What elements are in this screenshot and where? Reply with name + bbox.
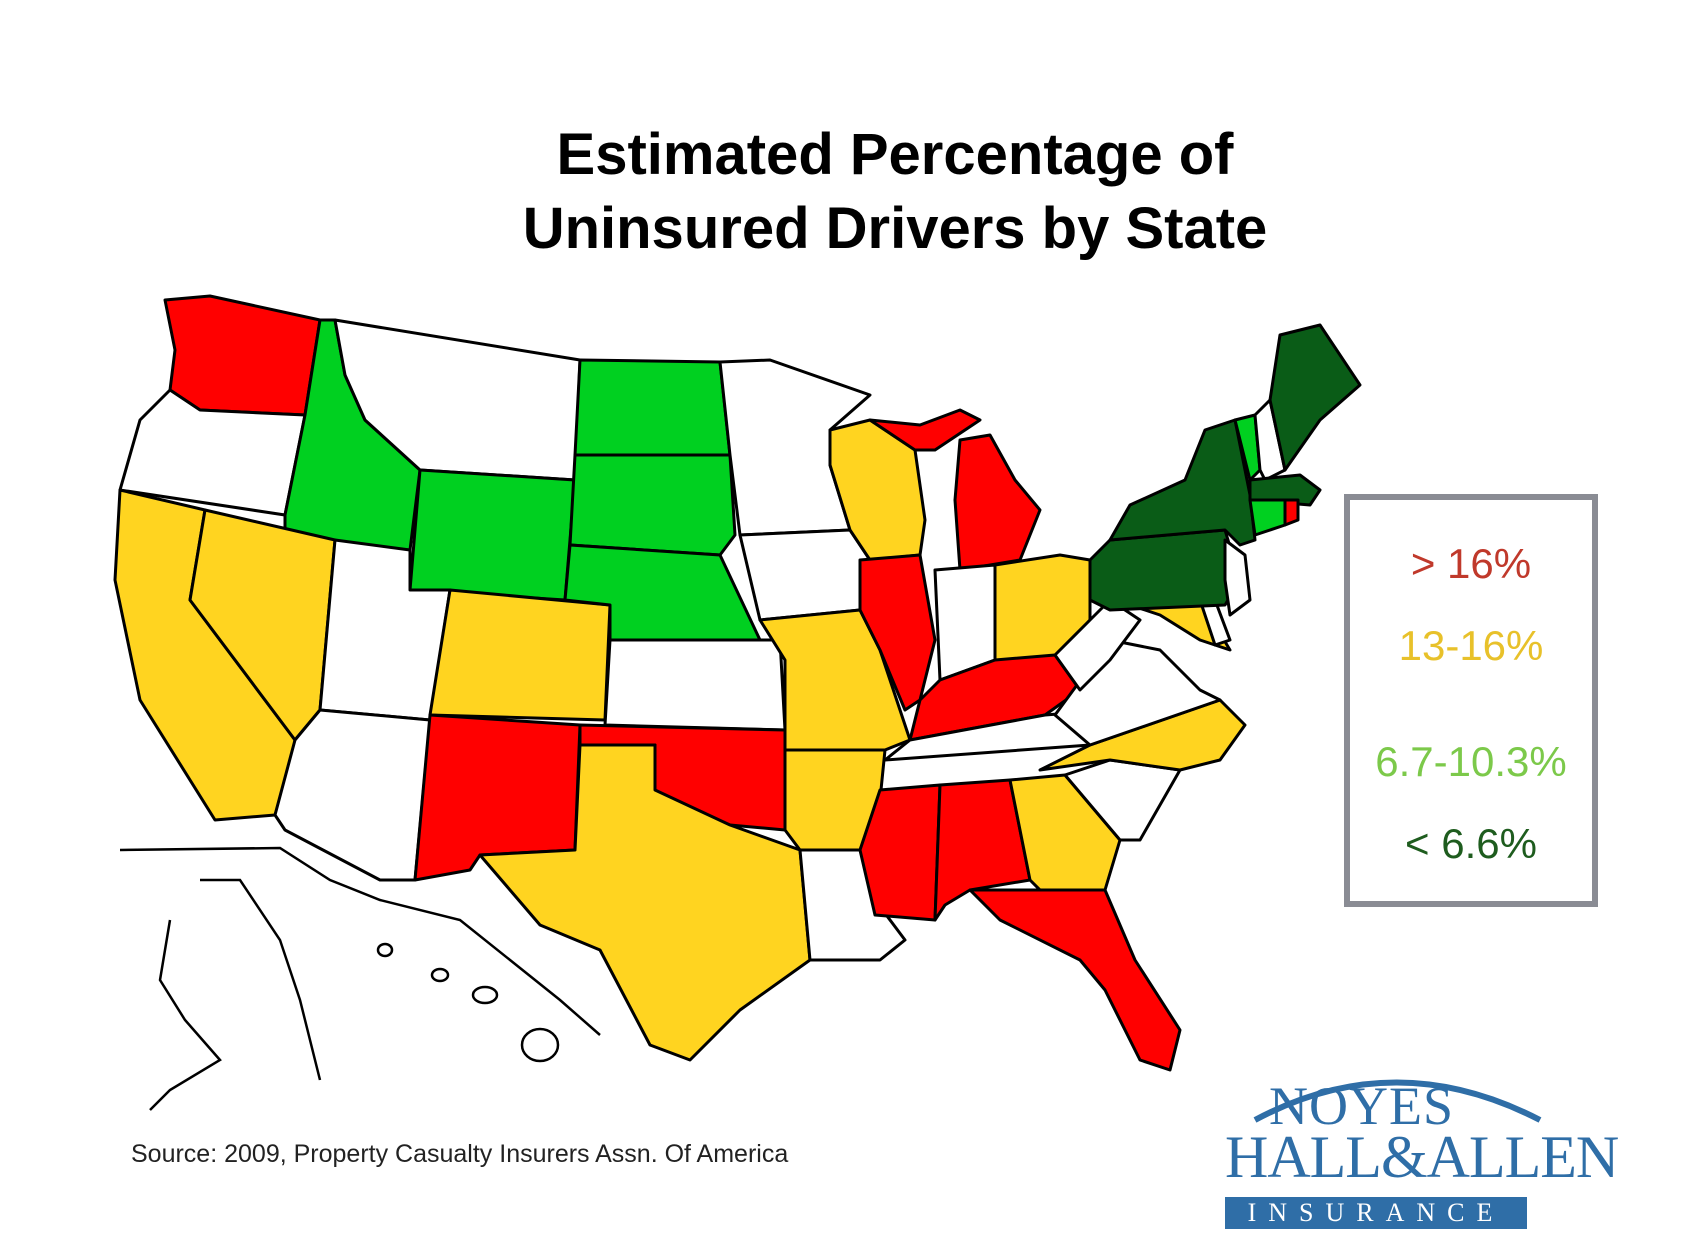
logo-arc-icon [1253, 1079, 1542, 1123]
state-colorado [428, 588, 612, 722]
hawaii-island-4 [520, 1027, 560, 1063]
state-michigan-upper [868, 408, 982, 452]
state-washington [163, 294, 322, 417]
state-pennsylvania [1088, 528, 1242, 612]
company-logo: NOYES HALL&ALLEN INSURANCE [1225, 1075, 1619, 1230]
state-wyoming [408, 468, 577, 602]
state-texas [478, 743, 812, 1062]
state-illinois [858, 553, 937, 712]
map-title: Estimated Percentage of Uninsured Driver… [0, 118, 1701, 266]
state-new-jersey [1223, 538, 1252, 617]
title-line-1: Estimated Percentage of [556, 122, 1234, 187]
state-mississippi [858, 783, 942, 922]
state-iowa [738, 528, 872, 622]
title-line-2: Uninsured Drivers by State [522, 196, 1268, 261]
state-massachusetts [1248, 473, 1322, 507]
state-west-virginia [1053, 598, 1142, 692]
state-kansas [603, 638, 787, 732]
state-north-dakota [573, 358, 732, 457]
state-maine [1268, 323, 1362, 472]
legend-item-under-6-6: < 6.6% [1405, 820, 1537, 867]
legend-item-6-7-10-3: 6.7-10.3% [1375, 738, 1567, 785]
logo-band: INSURANCE [1225, 1197, 1527, 1229]
legend-item-over-16: > 16% [1410, 540, 1532, 587]
logo-line-2: HALL&ALLEN [1225, 1124, 1619, 1190]
state-south-dakota [568, 453, 737, 557]
hawaii-island-3 [471, 985, 499, 1005]
state-arizona [273, 708, 432, 882]
state-connecticut [1248, 498, 1287, 537]
state-north-carolina [1038, 698, 1247, 772]
hawaii-island-2 [430, 967, 450, 983]
state-new-york [1108, 418, 1257, 547]
legend-box: > 16% 13-16% 6.7-10.3% < 6.6% [1344, 494, 1598, 907]
logo-line-1: NOYES [1269, 1076, 1455, 1136]
state-michigan [953, 433, 1042, 572]
state-rhode-island [1283, 498, 1300, 527]
alaska-outline [119, 846, 601, 1111]
legend-item-13-16: 13-16% [1398, 622, 1544, 669]
source-note: Source: 2009, Property Casualty Insurers… [131, 1140, 789, 1168]
hawaii-island-1 [376, 942, 394, 958]
state-florida [968, 888, 1182, 1072]
state-new-hampshire [1253, 398, 1287, 482]
